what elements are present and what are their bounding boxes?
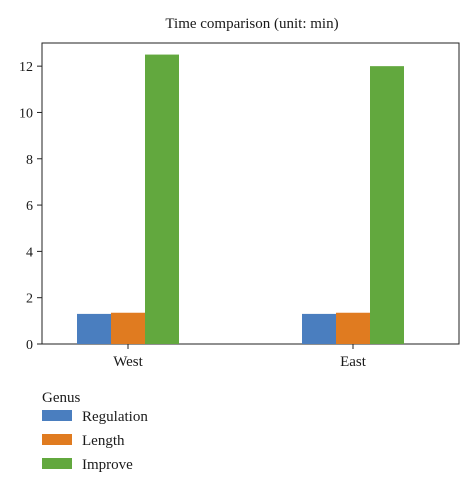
axes-frame	[41, 42, 460, 345]
legend-swatch-regulation	[42, 410, 72, 421]
bar-regulation-east	[302, 313, 336, 344]
bar-improve-west	[145, 54, 179, 344]
x-tick-label: East	[340, 354, 367, 370]
bar-length-west	[111, 312, 145, 344]
y-tick-label: 10	[19, 106, 33, 121]
y-tick-label: 8	[26, 153, 33, 168]
legend-title: Genus	[42, 390, 80, 406]
bar-improve-east	[370, 66, 404, 345]
chart-title: Time comparison (unit: min)	[165, 16, 338, 32]
y-tick-label: 0	[26, 338, 33, 353]
y-tick-label: 4	[26, 245, 33, 260]
y-tick-label: 2	[26, 292, 33, 307]
plot-area: 0 2 4 6 8 10 12 West East	[19, 42, 460, 370]
legend-swatch-length	[42, 434, 72, 445]
y-tick-label: 6	[26, 199, 33, 214]
x-tick-label: West	[113, 354, 143, 370]
legend-label-regulation: Regulation	[82, 409, 148, 425]
bar-regulation-west	[77, 313, 111, 344]
legend-label-improve: Improve	[82, 457, 133, 473]
legend-swatch-improve	[42, 458, 72, 469]
legend: Genus Regulation Length Improve	[42, 390, 148, 473]
bar-length-east	[336, 312, 370, 344]
y-tick-label: 12	[19, 60, 33, 75]
legend-label-length: Length	[82, 433, 125, 449]
